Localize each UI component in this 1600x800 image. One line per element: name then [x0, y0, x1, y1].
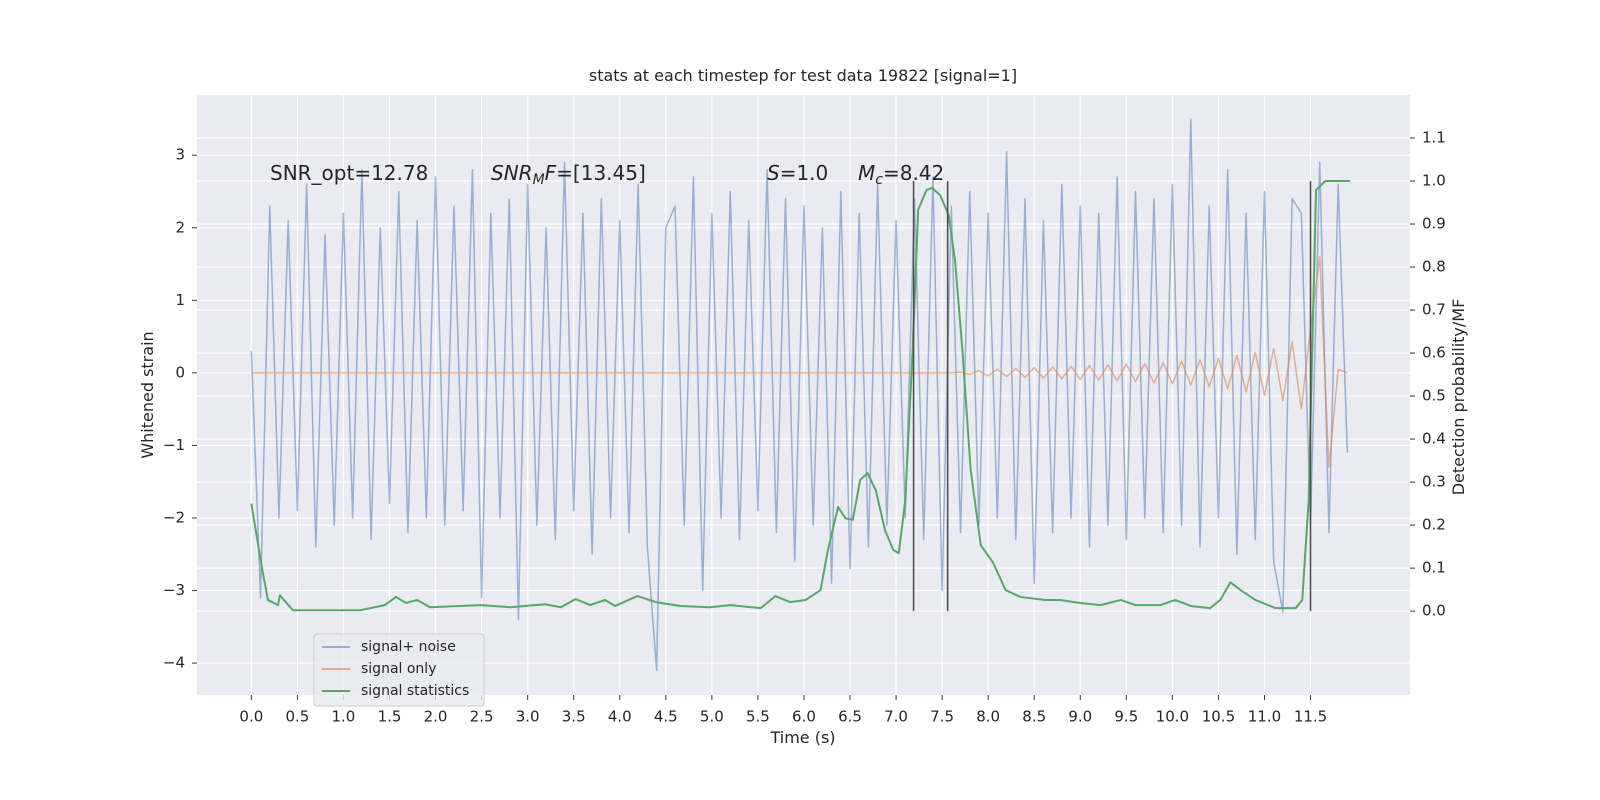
y2-tick-label: 0.9	[1422, 215, 1446, 233]
legend-label: signal only	[361, 661, 436, 677]
y2-tick-label: 0.5	[1422, 387, 1446, 405]
y-tick-label: −2	[163, 508, 185, 526]
legend-label: signal+ noise	[361, 639, 456, 655]
x-tick-label: 11.5	[1294, 708, 1327, 726]
x-tick-label: 10.5	[1202, 708, 1235, 726]
y-tick-label: 3	[175, 146, 185, 164]
x-tick-label: 2.5	[470, 708, 494, 726]
x-tick-label: 8.0	[976, 708, 1000, 726]
x-tick-label: 7.5	[930, 708, 954, 726]
series-line	[250, 118, 1349, 672]
y2-tick-label: 0.2	[1422, 516, 1446, 534]
x-tick-label: 11.0	[1248, 708, 1281, 726]
y2-tick-label: 0.8	[1422, 258, 1446, 276]
annotation-part: SNR_opt=12.78	[270, 161, 428, 185]
x-tick-label: 6.5	[838, 708, 862, 726]
y-tick-label: −4	[163, 654, 185, 672]
x-tick-label: 0.0	[239, 708, 263, 726]
annotation: SNRMF=[13.45]	[491, 161, 646, 188]
annotation-part: c	[875, 172, 883, 188]
annotation-part: F	[545, 161, 557, 185]
x-tick-label: 4.0	[608, 708, 632, 726]
marks	[250, 118, 1351, 672]
annotation-part: SNR	[491, 161, 533, 185]
x-tick-label: 7.0	[884, 708, 908, 726]
series-line	[250, 180, 1351, 612]
y2-tick-label: 0.6	[1422, 344, 1446, 362]
y-tick-label: −3	[163, 581, 185, 599]
legend-box	[313, 633, 485, 707]
annotation-part: M	[858, 161, 875, 185]
y-axis-label: Whitened strain	[138, 331, 157, 458]
y2-tick-label: 0.3	[1422, 473, 1446, 491]
x-tick-label: 3.0	[516, 708, 540, 726]
annotation: S=1.0	[767, 161, 828, 185]
legend-label: signal statistics	[361, 683, 469, 699]
x-tick-label: 0.5	[285, 708, 309, 726]
y-tick-label: 0	[175, 363, 185, 381]
y2-axis-label: Detection probability/MF	[1449, 299, 1468, 496]
x-tick-label: 5.0	[700, 708, 724, 726]
x-tick-label: 1.5	[378, 708, 402, 726]
annotation: Mc=8.42	[858, 161, 944, 188]
x-tick-label: 9.5	[1114, 708, 1138, 726]
y-tick-label: −1	[163, 436, 185, 454]
annotation-part: =[13.45]	[556, 161, 646, 185]
annotation-part: S	[767, 161, 780, 185]
x-tick-label: 1.0	[332, 708, 356, 726]
x-tick-label: 3.5	[562, 708, 586, 726]
x-tick-label: 5.5	[746, 708, 770, 726]
annotation-part: =1.0	[780, 161, 829, 185]
x-tick-label: 10.0	[1156, 708, 1189, 726]
grid	[197, 95, 1410, 695]
annotation-part: =8.42	[883, 161, 944, 185]
y2-tick-label: 1.1	[1422, 129, 1446, 147]
x-tick-label: 4.5	[654, 708, 678, 726]
y-tick-label: 2	[175, 218, 185, 236]
y-tick-label: 1	[175, 291, 185, 309]
series-line	[251, 256, 1348, 468]
y2-tick-label: 0.7	[1422, 301, 1446, 319]
x-tick-label: 9.0	[1068, 708, 1092, 726]
annotation: SNR_opt=12.78	[270, 161, 428, 185]
x-tick-label: 2.0	[424, 708, 448, 726]
overlay: 0.0 0.5 1.0 1.5 2.0 2.5 3.0 3.5 4.0 4.5 5.0 5.5 6.0 6…	[163, 129, 1446, 726]
annotation-part: M	[533, 172, 545, 188]
legend: signal+ noise signal only signal statistic…	[313, 633, 485, 707]
y2-tick-label: 0.4	[1422, 430, 1446, 448]
y2-tick-label: 1.0	[1422, 172, 1446, 190]
y2-tick-label: 0.1	[1422, 559, 1446, 577]
x-axis-label: Time (s)	[769, 728, 835, 747]
x-tick-label: 6.0	[792, 708, 816, 726]
y2-tick-label: 0.0	[1422, 602, 1446, 620]
x-tick-label: 8.5	[1022, 708, 1046, 726]
chart-title: stats at each timestep for test data 198…	[589, 66, 1017, 85]
